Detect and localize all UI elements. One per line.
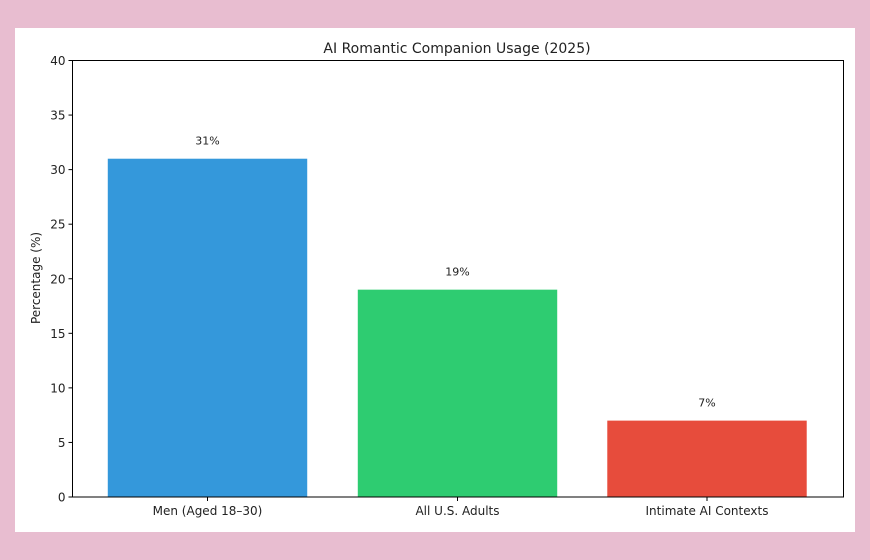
x-tick-label: Men (Aged 18–30): [153, 504, 263, 518]
y-tick-label: 5: [58, 436, 66, 450]
x-tick-label: All U.S. Adults: [415, 504, 499, 518]
y-tick-label: 40: [50, 54, 65, 68]
data-label: 19%: [445, 266, 469, 279]
y-tick-label: 15: [50, 327, 65, 341]
y-tick-label: 35: [50, 109, 65, 123]
y-tick-label: 10: [50, 381, 65, 395]
chart-title: AI Romantic Companion Usage (2025): [323, 41, 590, 57]
bar: [357, 289, 558, 497]
bar: [107, 158, 308, 497]
x-tick-label: Intimate AI Contexts: [646, 504, 769, 518]
plot-frame: [72, 60, 844, 498]
y-axis-label: Percentage (%): [29, 232, 43, 324]
y-tick-label: 20: [50, 272, 65, 286]
y-tick-label: 0: [58, 491, 66, 505]
y-tick-label: 25: [50, 218, 65, 232]
data-label: 7%: [698, 397, 715, 410]
bar: [607, 420, 807, 497]
data-label: 31%: [195, 135, 219, 148]
y-tick-label: 30: [50, 163, 65, 177]
